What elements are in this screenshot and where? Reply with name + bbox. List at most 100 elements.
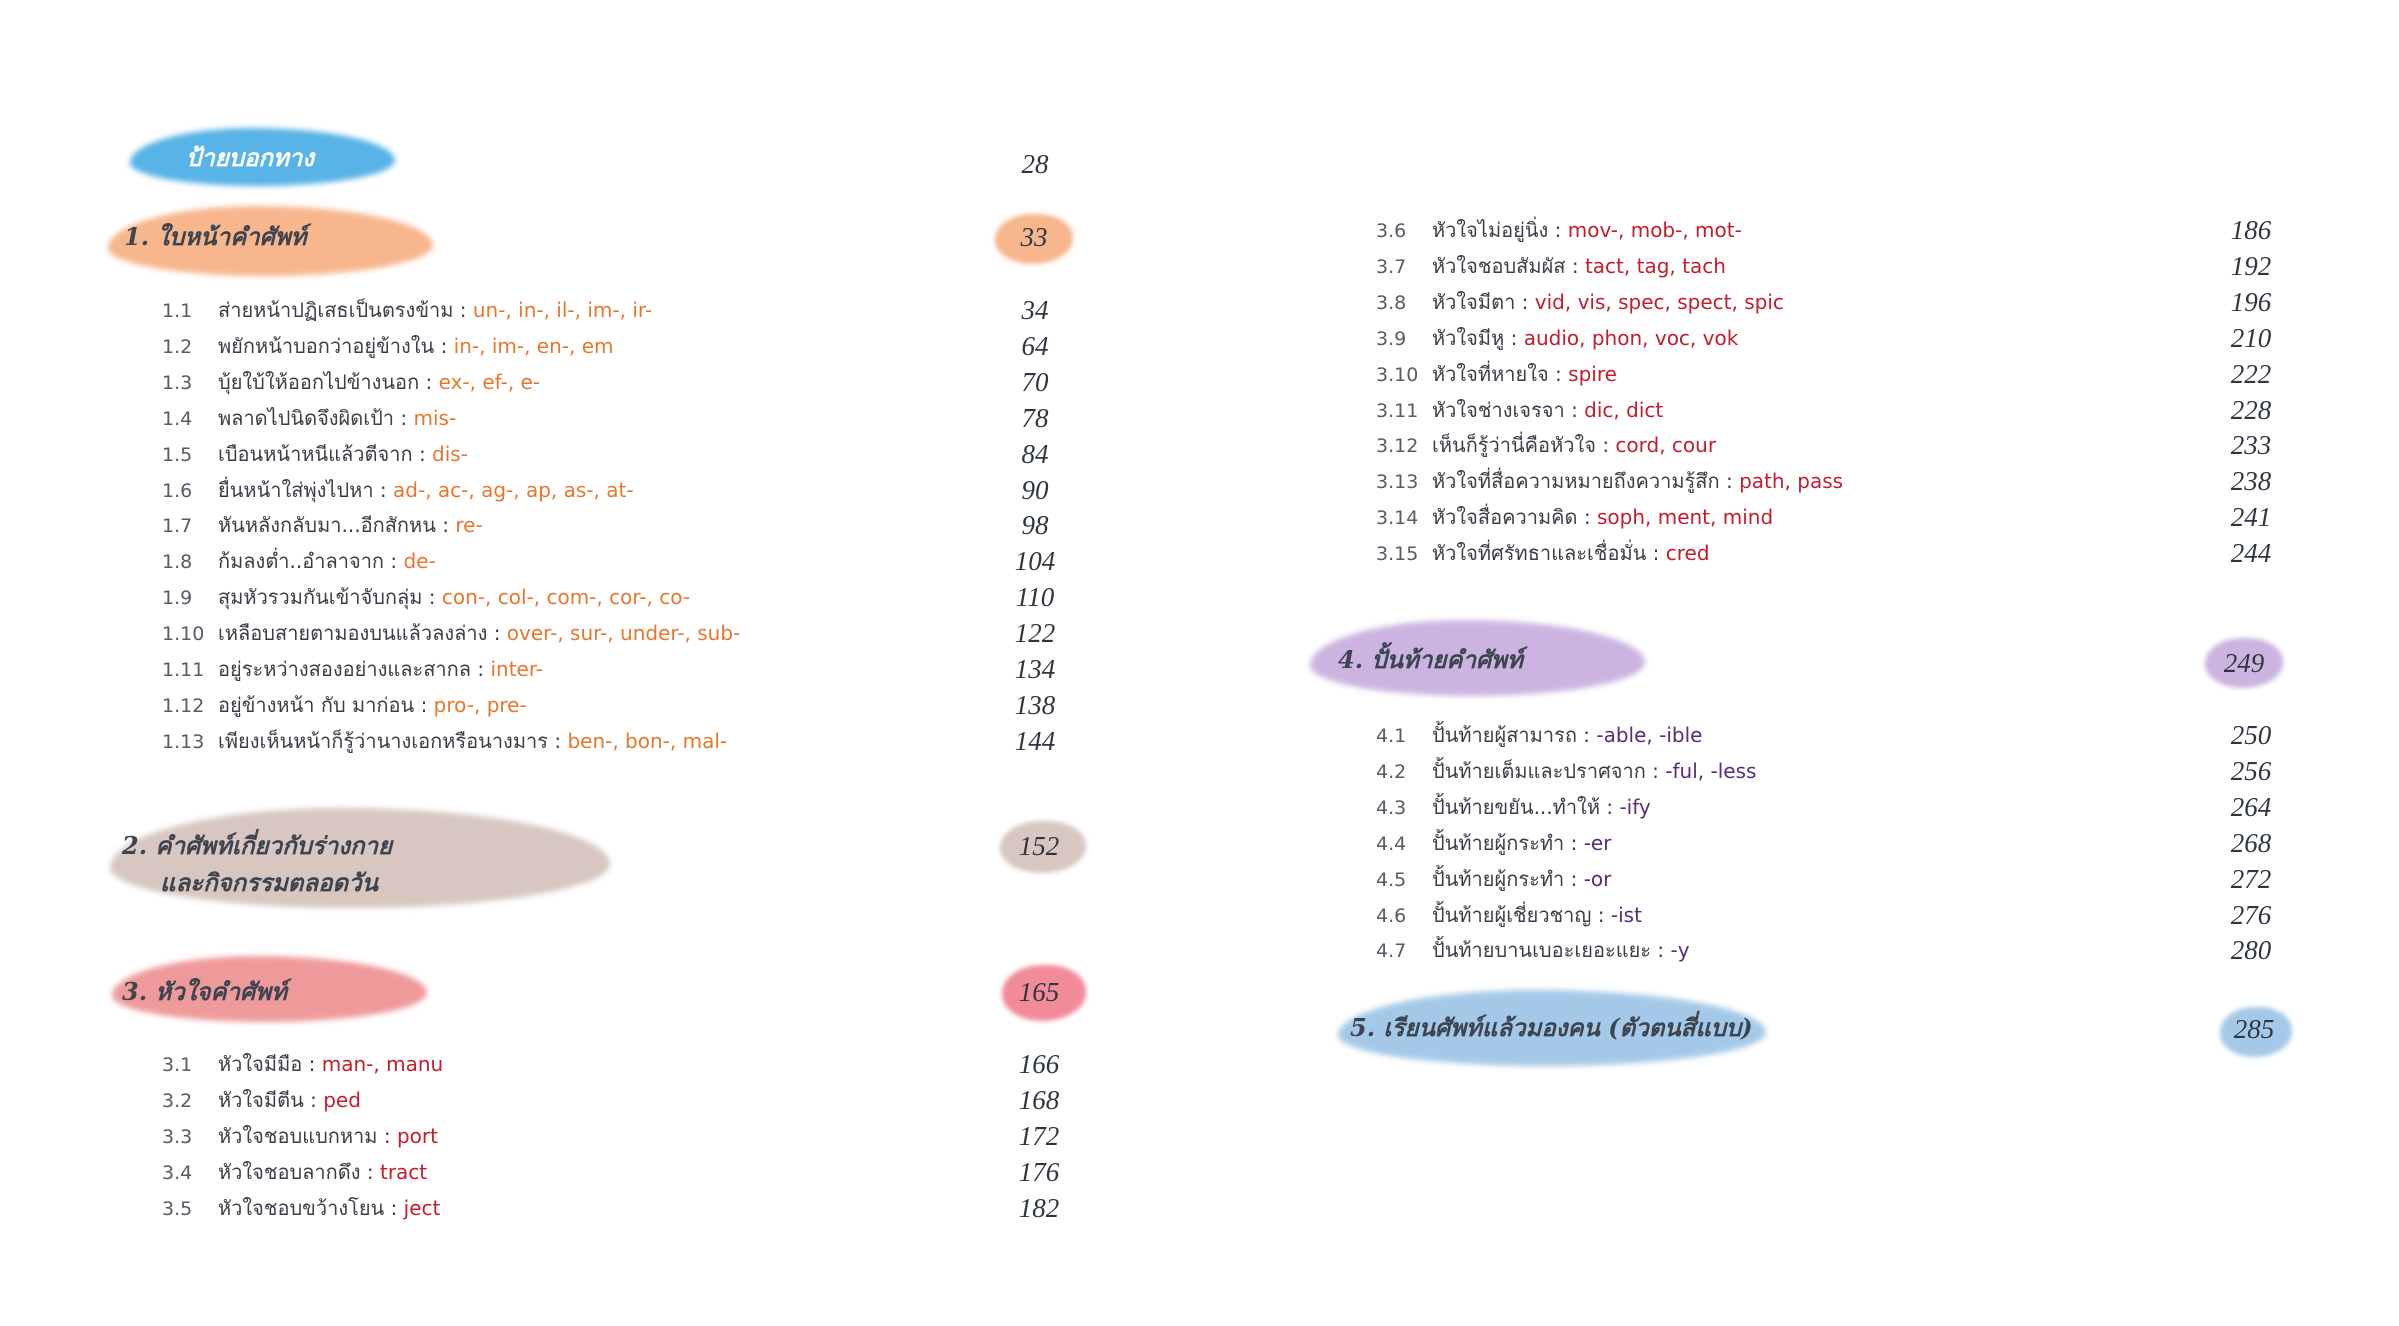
toc-item[interactable]: 3.11 หัวใจช่างเจรจา : dic, dict xyxy=(1376,392,1663,428)
toc-item-suffix: -er xyxy=(1583,830,1612,855)
toc-item-page: 192 xyxy=(2230,250,2272,281)
toc-item[interactable]: 3.14 หัวใจสื่อความคิด : soph, ment, mind xyxy=(1376,499,1773,535)
toc-item[interactable]: 3.15 หัวใจที่ศรัทธาและเชื่อมั่น : cred xyxy=(1376,535,1710,571)
toc-item[interactable]: 1.7 หันหลังกลับมา...อีกสักหน : re- xyxy=(162,507,483,543)
toc-item-number: 3.12 xyxy=(1376,435,1419,458)
toc-item-page: 186 xyxy=(2230,215,2272,245)
toc-item-title: หัวใจชอบแบกหาม xyxy=(218,1123,378,1148)
toc-item-page: 110 xyxy=(1015,582,1055,613)
toc-item[interactable]: 1.10 เหลือบสายตามองบนแล้วลงล่าง : over-, … xyxy=(162,615,740,651)
section2-heading-title-line2[interactable]: และกิจกรรมตลอดวัน xyxy=(160,868,378,897)
toc-item-page: 276 xyxy=(2230,899,2272,930)
toc-item-number: 1.10 xyxy=(162,623,205,646)
toc-item[interactable]: 4.6 ปั้นท้ายผู้เชี่ยวชาญ : -ist xyxy=(1376,897,1642,933)
section2-heading-title-line1[interactable]: 2. คำศัพท์เกี่ยวกับร่างกาย xyxy=(122,831,393,860)
toc-item-separator: : xyxy=(435,513,456,538)
section4-heading-title[interactable]: 4. ปั้นท้ายคำศัพท์ xyxy=(1338,645,1523,674)
toc-item-number: 1.4 xyxy=(162,407,193,430)
toc-item-title: ปั้นท้ายเต็มและปราศจาก xyxy=(1432,758,1646,783)
toc-item-separator: : xyxy=(1577,505,1597,530)
toc-item[interactable]: 3.8 หัวใจมีตา : vid, vis, spec, spect, sp… xyxy=(1376,284,1784,320)
toc-item-number: 1.2 xyxy=(162,335,193,358)
toc-item[interactable]: 3.3 หัวใจชอบแบกหาม : port xyxy=(162,1118,438,1154)
section3-heading-title[interactable]: 3. หัวใจคำศัพท์ xyxy=(122,977,287,1006)
toc-item-title: ปั้นท้ายบานเบอะเยอะแยะ xyxy=(1432,938,1652,963)
toc-item[interactable]: 3.9 หัวใจมีหู : audio, phon, voc, vok xyxy=(1376,320,1738,356)
toc-item[interactable]: 3.1 หัวใจมีมือ : man-, manu xyxy=(162,1046,443,1082)
toc-item-number: 1.6 xyxy=(162,479,193,502)
section2-page-number: 152 xyxy=(1018,831,1060,861)
toc-item-suffix: soph, ment, mind xyxy=(1596,505,1774,530)
toc-item[interactable]: 3.4 หัวใจชอบลากดึง : tract xyxy=(162,1154,427,1190)
toc-item-separator: : xyxy=(1600,794,1620,819)
toc-item-suffix: de- xyxy=(403,549,436,574)
toc-item[interactable]: 1.13 เพียงเห็นหน้าก็รู้ว่านางเอกหรือนางมา… xyxy=(162,723,727,759)
section2-page-blob xyxy=(1000,821,1086,873)
toc-item-separator: : xyxy=(412,441,433,466)
section4-page-blob xyxy=(2205,638,2283,688)
toc-item[interactable]: 1.11 อยู่ระหว่างสองอย่างและสากล : inter- xyxy=(162,651,543,687)
toc-item[interactable]: 1.2 พยักหน้าบอกว่าอยู่ข้างใน : in-, im-, … xyxy=(162,328,614,364)
toc-item-page: 233 xyxy=(2230,430,2272,461)
section5-heading-title[interactable]: 5. เรียนศัพท์แล้วมองคน (ตัวตนสี่แบบ) xyxy=(1350,1013,1753,1042)
toc-item-title: เพียงเห็นหน้าก็รู้ว่านางเอกหรือนางมาร xyxy=(218,728,548,753)
toc-item[interactable]: 3.13 หัวใจที่สื่อความหมายถึงความรู้สึก : … xyxy=(1376,463,1843,499)
section1-heading-title[interactable]: 1. ใบหน้าคำศัพท์ xyxy=(124,222,307,251)
toc-item[interactable]: 1.6 ยื่นหน้าใส่พุ่งไปหา : ad-, ac-, ag-, … xyxy=(162,472,634,508)
toc-item-suffix: ben-, bon-, mal- xyxy=(567,728,728,753)
toc-item[interactable]: 4.7 ปั้นท้ายบานเบอะเยอะแยะ : -y xyxy=(1376,932,1690,968)
toc-item-page: 34 xyxy=(1021,295,1049,325)
toc-item-page: 256 xyxy=(2230,755,2272,786)
toc-item[interactable]: 1.3 บุ้ยใบ้ให้ออกไปข้างนอก : ex-, ef-, e- xyxy=(162,364,540,400)
toc-item-number: 3.6 xyxy=(1376,220,1407,242)
toc-item-suffix: vid, vis, spec, spect, spic xyxy=(1534,289,1784,314)
left-page: ป้ายบอกทาง 28 1. ใบหน้าคำศัพท์ 33 1.1 ส่า… xyxy=(0,0,1199,1326)
toc-item-separator: : xyxy=(384,549,404,574)
toc-item[interactable]: 1.4 พลาดไปนิดจึงผิดเป้า : mis- xyxy=(162,400,456,436)
toc-item[interactable]: 1.1 ส่ายหน้าปฏิเสธเป็นตรงข้าม : un-, in-,… xyxy=(162,292,652,328)
toc-item-title: ปั้นท้ายผู้กระทำ xyxy=(1432,866,1565,891)
toc-item[interactable]: 3.6 หัวใจไม่อยู่นิ่ง : mov-, mob-, mot- xyxy=(1376,212,1742,248)
toc-item-suffix: -ist xyxy=(1610,902,1642,927)
toc-item[interactable]: 1.12 อยู่ข้างหน้า กับ มาก่อน : pro-, pre- xyxy=(162,687,527,723)
toc-item-title: ส่ายหน้าปฏิเสธเป็นตรงข้าม xyxy=(218,298,454,322)
toc-item-separator: : xyxy=(1565,253,1585,278)
toc-item-title: หัวใจมีตีน xyxy=(218,1087,304,1112)
toc-item-page: 264 xyxy=(2230,791,2272,822)
toc-item-number: 3.7 xyxy=(1376,255,1407,278)
toc-item[interactable]: 1.8 ก้มลงต่ำ..อำลาจาก : de- xyxy=(162,543,436,579)
toc-item-suffix: tract xyxy=(379,1159,428,1184)
toc-item[interactable]: 1.9 สุมหัวรวมกันเข้าจับกลุ่ม : con-, col-… xyxy=(162,579,690,615)
toc-item-suffix: mov-, mob-, mot- xyxy=(1567,218,1742,242)
toc-item-page: 98 xyxy=(1021,510,1049,541)
toc-item-title: เหลือบสายตามองบนแล้วลงล่าง xyxy=(218,621,488,646)
toc-item-page: 228 xyxy=(2230,394,2272,425)
toc-item-suffix: in-, im-, en-, em xyxy=(453,333,614,358)
toc-item[interactable]: 1.5 เบือนหน้าหนีแล้วตีจาก : dis- xyxy=(162,436,468,472)
toc-item-page: 210 xyxy=(2230,322,2272,353)
toc-item[interactable]: 3.10 หัวใจที่หายใจ : spire xyxy=(1376,356,1617,392)
toc-item[interactable]: 4.4 ปั้นท้ายผู้กระทำ : -er xyxy=(1376,825,1611,861)
toc-item-number: 3.2 xyxy=(162,1089,193,1112)
toc-item-number: 3.4 xyxy=(162,1161,193,1184)
toc-item-number: 1.13 xyxy=(162,730,205,753)
section3-heading-blob xyxy=(112,956,427,1022)
toc-item-separator: : xyxy=(547,728,568,753)
toc-item[interactable]: 4.2 ปั้นท้ายเต็มและปราศจาก : -ful, -less xyxy=(1376,753,1756,789)
toc-item-page: 134 xyxy=(1014,654,1056,684)
section1-page-number: 33 xyxy=(1020,222,1048,252)
toc-item[interactable]: 3.12 เห็นก็รู้ว่านี่คือหัวใจ : cord, cour xyxy=(1376,427,1716,463)
toc-item-number: 1.9 xyxy=(162,587,193,610)
toc-item-separator: : xyxy=(1646,541,1666,566)
toc-item-separator: : xyxy=(471,657,491,681)
toc-item[interactable]: 4.5 ปั้นท้ายผู้กระทำ : -or xyxy=(1376,861,1611,897)
guide-heading-title[interactable]: ป้ายบอกทาง xyxy=(186,143,314,172)
toc-item[interactable]: 3.5 หัวใจชอบขว้างโยน : ject xyxy=(162,1190,440,1226)
toc-item[interactable]: 3.2 หัวใจมีตีน : ped xyxy=(162,1082,361,1118)
toc-item[interactable]: 3.7 หัวใจชอบสัมผัส : tact, tag, tach xyxy=(1376,248,1726,284)
toc-item[interactable]: 4.3 ปั้นท้ายขยัน...ทำให้ : -ify xyxy=(1376,789,1651,825)
toc-item[interactable]: 4.1 ปั้นท้ายผู้สามารถ : -able, -ible xyxy=(1376,717,1702,753)
toc-item-title: เห็นก็รู้ว่านี่คือหัวใจ xyxy=(1432,433,1596,458)
toc-item-suffix: -or xyxy=(1583,866,1612,891)
toc-item-separator: : xyxy=(303,1087,324,1112)
